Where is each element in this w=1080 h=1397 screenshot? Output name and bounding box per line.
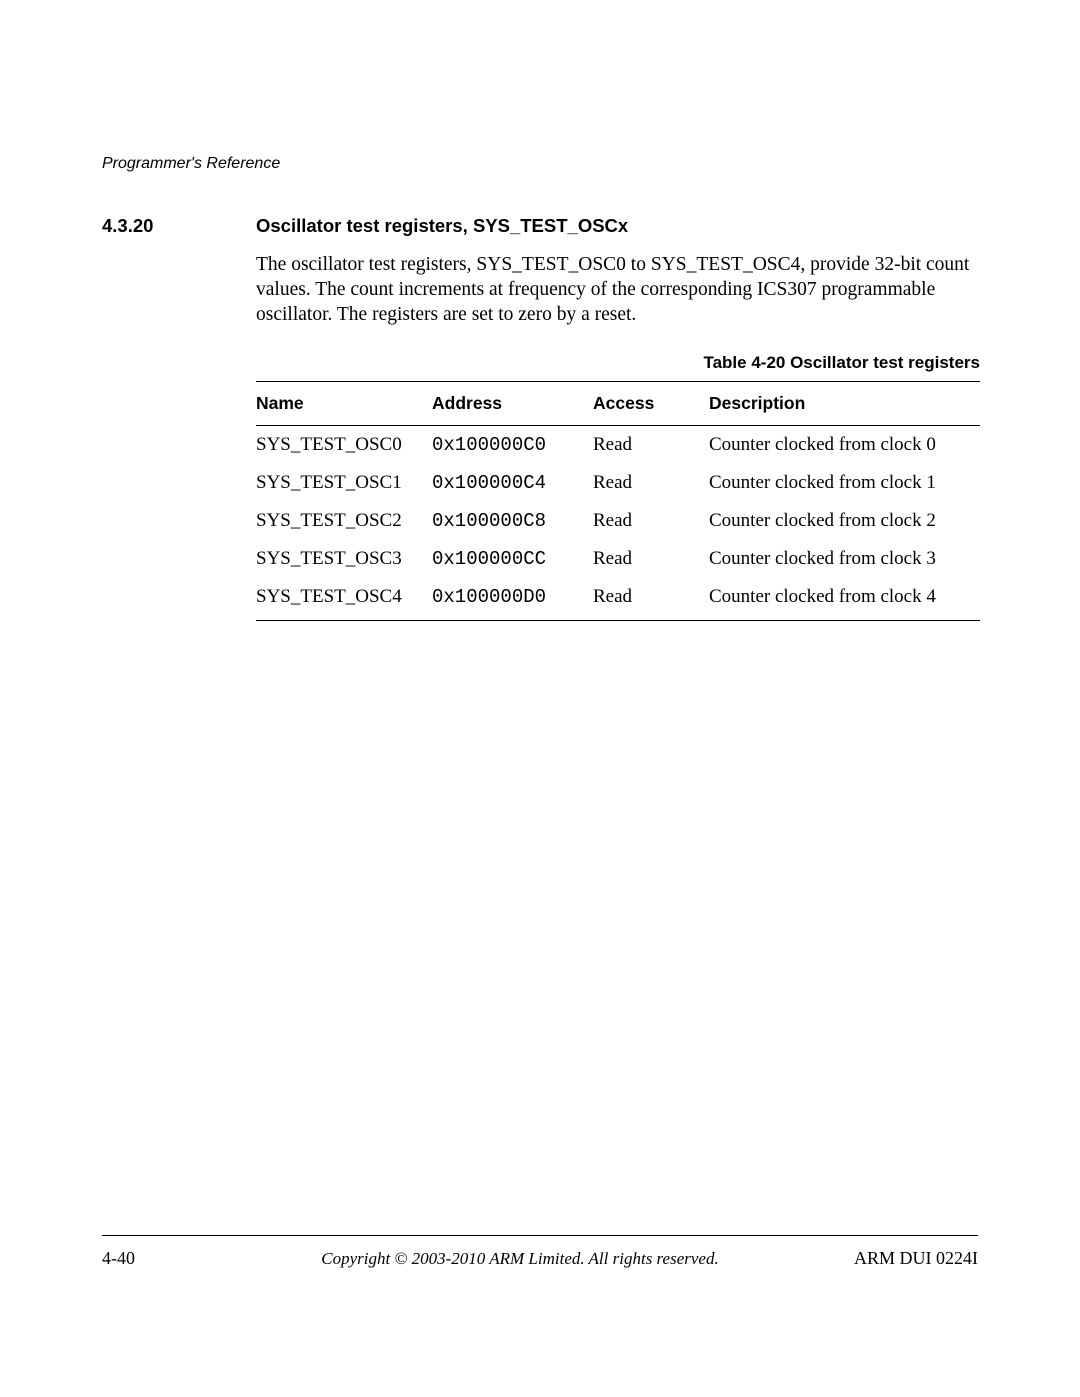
cell-name: SYS_TEST_OSC2 — [256, 502, 432, 540]
table-caption: Table 4-20 Oscillator test registers — [256, 353, 980, 373]
col-header-access: Access — [593, 382, 709, 426]
col-header-name: Name — [256, 382, 432, 426]
cell-access: Read — [593, 426, 709, 465]
table-header-row: Name Address Access Description — [256, 382, 980, 426]
cell-address: 0x100000C8 — [432, 502, 593, 540]
cell-description: Counter clocked from clock 4 — [709, 578, 980, 621]
cell-description: Counter clocked from clock 1 — [709, 464, 980, 502]
footer-row: 4-40 Copyright © 2003-2010 ARM Limited. … — [102, 1248, 978, 1269]
cell-description: Counter clocked from clock 0 — [709, 426, 980, 465]
section-heading: 4.3.20 Oscillator test registers, SYS_TE… — [102, 215, 978, 237]
body-block: The oscillator test registers, SYS_TEST_… — [256, 253, 980, 621]
cell-address: 0x100000C4 — [432, 464, 593, 502]
footer-rule — [102, 1235, 978, 1236]
col-header-description: Description — [709, 382, 980, 426]
table-row: SYS_TEST_OSC4 0x100000D0 Read Counter cl… — [256, 578, 980, 621]
cell-description: Counter clocked from clock 2 — [709, 502, 980, 540]
table-row: SYS_TEST_OSC3 0x100000CC Read Counter cl… — [256, 540, 980, 578]
cell-name: SYS_TEST_OSC0 — [256, 426, 432, 465]
table-row: SYS_TEST_OSC2 0x100000C8 Read Counter cl… — [256, 502, 980, 540]
running-head: Programmer's Reference — [102, 155, 978, 173]
cell-address: 0x100000D0 — [432, 578, 593, 621]
footer-doc-id: ARM DUI 0224I — [818, 1248, 978, 1269]
cell-address: 0x100000C0 — [432, 426, 593, 465]
cell-address: 0x100000CC — [432, 540, 593, 578]
page-footer: 4-40 Copyright © 2003-2010 ARM Limited. … — [102, 1235, 978, 1269]
cell-name: SYS_TEST_OSC1 — [256, 464, 432, 502]
footer-copyright: Copyright © 2003-2010 ARM Limited. All r… — [222, 1249, 818, 1269]
cell-access: Read — [593, 540, 709, 578]
section-paragraph: The oscillator test registers, SYS_TEST_… — [256, 253, 980, 327]
table-row: SYS_TEST_OSC0 0x100000C0 Read Counter cl… — [256, 426, 980, 465]
cell-access: Read — [593, 502, 709, 540]
cell-description: Counter clocked from clock 3 — [709, 540, 980, 578]
registers-table: Name Address Access Description SYS_TEST… — [256, 381, 980, 621]
cell-name: SYS_TEST_OSC3 — [256, 540, 432, 578]
cell-access: Read — [593, 464, 709, 502]
col-header-address: Address — [432, 382, 593, 426]
table-row: SYS_TEST_OSC1 0x100000C4 Read Counter cl… — [256, 464, 980, 502]
cell-name: SYS_TEST_OSC4 — [256, 578, 432, 621]
footer-page-number: 4-40 — [102, 1248, 222, 1269]
page: Programmer's Reference 4.3.20 Oscillator… — [0, 0, 1080, 1397]
section-title: Oscillator test registers, SYS_TEST_OSCx — [256, 215, 628, 237]
section-number: 4.3.20 — [102, 215, 236, 237]
cell-access: Read — [593, 578, 709, 621]
